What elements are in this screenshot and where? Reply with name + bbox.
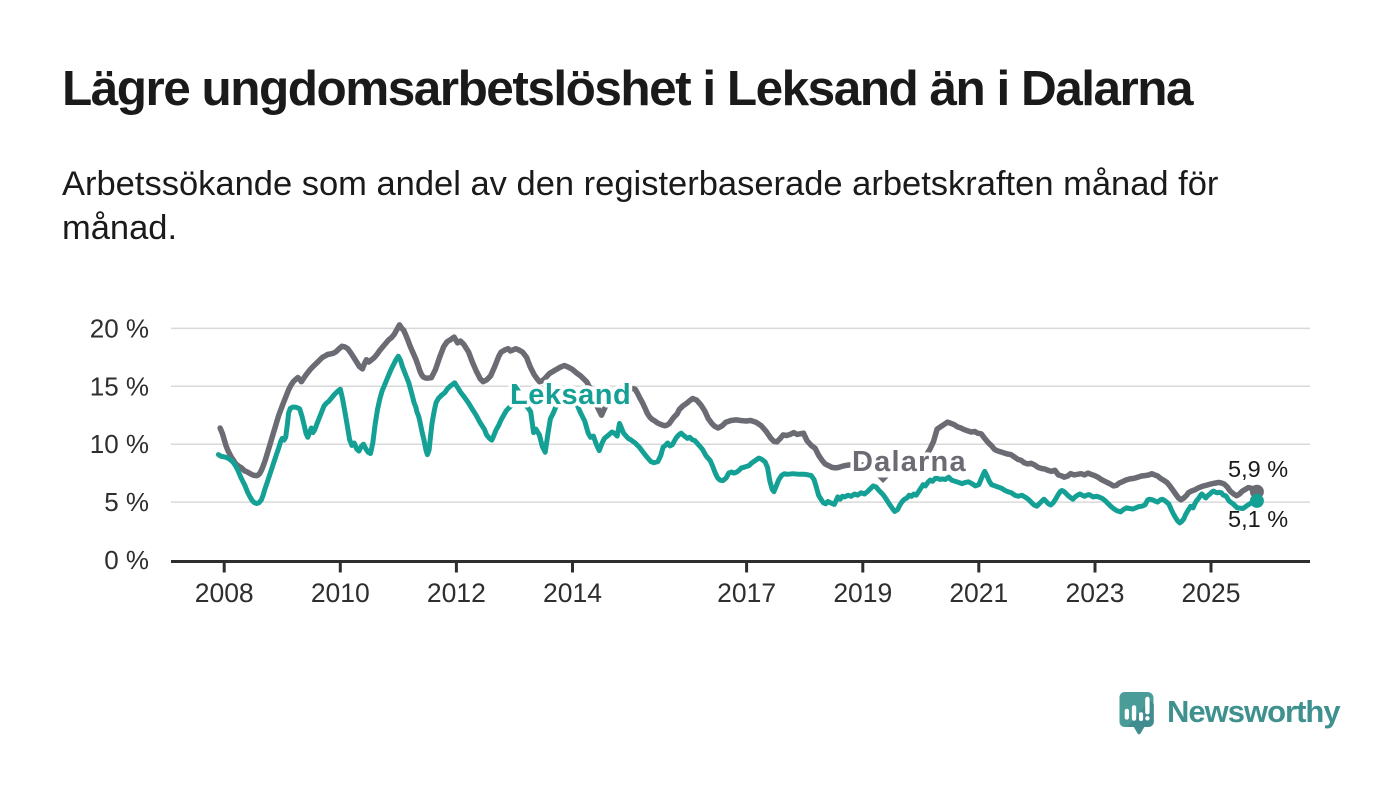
- svg-text:2008: 2008: [195, 578, 254, 608]
- svg-text:Dalarna: Dalarna: [852, 446, 967, 478]
- svg-text:15 %: 15 %: [90, 371, 149, 401]
- svg-text:2017: 2017: [717, 578, 776, 608]
- svg-text:Lägre ungdomsarbetslöshet i Le: Lägre ungdomsarbetslöshet i Leksand än i…: [62, 61, 1194, 116]
- svg-text:2014: 2014: [543, 578, 602, 608]
- svg-text:0 %: 0 %: [104, 545, 149, 575]
- svg-text:2023: 2023: [1066, 578, 1125, 608]
- svg-text:Newsworthy: Newsworthy: [1167, 694, 1341, 729]
- svg-text:2025: 2025: [1182, 578, 1241, 608]
- svg-text:5,1 %: 5,1 %: [1228, 506, 1288, 532]
- svg-text:Arbetssökande som andel av den: Arbetssökande som andel av den registerb…: [62, 165, 1218, 203]
- svg-text:2010: 2010: [311, 578, 370, 608]
- svg-text:20 %: 20 %: [90, 313, 149, 343]
- svg-text:5,9 %: 5,9 %: [1228, 456, 1288, 482]
- svg-text:2021: 2021: [949, 578, 1008, 608]
- svg-text:2019: 2019: [833, 578, 892, 608]
- svg-text:månad.: månad.: [62, 209, 177, 247]
- svg-text:2012: 2012: [427, 578, 486, 608]
- svg-text:5 %: 5 %: [104, 487, 149, 517]
- svg-text:10 %: 10 %: [90, 429, 149, 459]
- svg-text:Leksand: Leksand: [510, 379, 631, 411]
